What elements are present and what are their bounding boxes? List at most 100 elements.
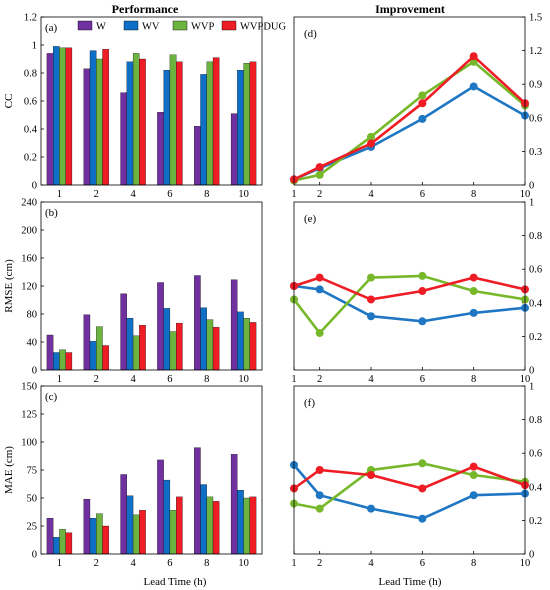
y-tick-label: 80 (27, 310, 38, 321)
legend: W WV WVP WVPDUG (77, 20, 286, 33)
point-wvp-2 (315, 170, 324, 179)
bar-w-10 (230, 454, 238, 555)
x-tick-label: 6 (167, 374, 172, 385)
bar-wvpdug-8 (212, 501, 220, 555)
x-tick-label: 1 (57, 558, 62, 569)
y-tick-label: 240 (21, 198, 37, 209)
point-wv-4 (367, 312, 375, 321)
x-tick-label: 2 (94, 374, 99, 385)
bar-wvpdug-10 (249, 496, 257, 555)
bar-w-6 (157, 112, 164, 186)
bar-w-2 (83, 498, 91, 555)
x-tick-label: 4 (368, 189, 374, 200)
bar-w-4 (120, 92, 127, 186)
bar-wv-8 (200, 74, 207, 186)
bar-wvp-6 (169, 331, 177, 371)
point-wvpdug-4 (367, 139, 375, 148)
bar-wv-1 (53, 537, 60, 555)
performance-title: Performance (112, 2, 179, 16)
y-tick-label: 1.2 (24, 13, 37, 24)
series-line-wvpdug (293, 276, 526, 301)
y-tick-label: 1.2 (529, 46, 542, 57)
x-tick-label: 2 (317, 558, 322, 569)
y-tick-label: 0 (529, 181, 534, 192)
point-wvpdug-2 (315, 273, 324, 282)
y-tick-label: 0 (529, 550, 534, 561)
bar-wv-10 (237, 311, 244, 371)
y-tick-label: 0 (32, 366, 37, 377)
panel-b: 0 40 80 120 160 200 240 1 2 4 6 8 10 RMSE (cm) (b) (3, 198, 257, 385)
y-tick-label: 1 (32, 41, 37, 52)
x-tick-label: 1 (291, 558, 296, 569)
y-tick-label: 40 (27, 338, 38, 349)
point-wvpdug-2 (315, 163, 324, 172)
bar-wvp-4 (132, 335, 140, 371)
x-axis-label-left: Lead Time (h) (144, 576, 207, 588)
bar-wvp-10 (243, 318, 250, 371)
series-line-wv (293, 464, 526, 521)
y-tick-label: 0.3 (529, 147, 542, 158)
point-wvp-2 (315, 329, 324, 338)
legend-swatch-w (77, 20, 93, 31)
y-tick-label: 0 (32, 181, 37, 192)
series-line-wvpdug (293, 465, 526, 490)
legend-label-wvp: WVP (191, 22, 214, 33)
bar-wv-1 (53, 352, 60, 371)
y-tick-label: 0.4 (529, 482, 543, 493)
bar-wvp-6 (169, 54, 177, 186)
panel-label-a: (a) (45, 22, 58, 34)
point-wvpdug-4 (367, 471, 375, 480)
bar-wvpdug-2 (102, 49, 109, 186)
bar-wvpdug-2 (102, 345, 109, 371)
x-tick-label: 6 (420, 189, 425, 200)
point-wvpdug-8 (469, 273, 478, 282)
point-wvpdug-6 (418, 99, 427, 108)
bar-wvpdug-10 (249, 322, 257, 371)
bar-wvpdug-8 (212, 57, 220, 186)
bar-wv-2 (89, 341, 97, 371)
point-wv-4 (367, 504, 375, 513)
y-tick-label: 0.4 (24, 125, 38, 136)
panel-label-e: (e) (304, 213, 317, 225)
point-wvpdug-2 (315, 466, 324, 474)
y-tick-label: 25 (27, 522, 38, 533)
bar-wv-6 (163, 308, 171, 371)
x-tick-label: 2 (317, 374, 322, 385)
bar-wvp-1 (59, 349, 66, 371)
legend-swatch-wv (123, 20, 139, 31)
x-tick-label: 10 (520, 189, 531, 200)
panel-f: 0 0.2 0.4 0.6 0.8 1 1 2 4 6 8 10 (f) (290, 382, 543, 569)
point-wvpdug-6 (418, 287, 427, 296)
y-axis-label-b: RMSE (cm) (3, 259, 15, 313)
x-tick-label: 2 (317, 189, 322, 200)
bar-wvp-6 (169, 510, 177, 555)
x-tick-label: 1 (291, 374, 296, 385)
bar-wvpdug-4 (139, 58, 146, 186)
panel-label-b: (b) (45, 207, 58, 219)
y-tick-label: 50 (27, 494, 38, 505)
bar-wvp-4 (132, 53, 140, 186)
bar-wvpdug-2 (102, 525, 109, 555)
y-tick-label: 150 (21, 382, 37, 393)
bar-w-8 (194, 447, 201, 555)
bar-wvpdug-4 (139, 510, 146, 555)
bar-wvp-10 (243, 63, 250, 186)
x-tick-label: 1 (291, 189, 296, 200)
y-tick-label: 120 (21, 282, 37, 293)
y-tick-label: 0.8 (529, 415, 542, 426)
y-tick-label: 200 (21, 226, 37, 237)
point-wvp-2 (315, 504, 324, 513)
bar-wvp-1 (59, 529, 66, 555)
x-tick-label: 6 (420, 558, 425, 569)
x-tick-label: 6 (167, 558, 172, 569)
bar-wvp-8 (206, 61, 214, 186)
legend-label-w: W (96, 22, 106, 33)
point-wv-8 (469, 82, 478, 91)
bar-wvp-2 (96, 513, 103, 555)
y-tick-label: 0.2 (24, 153, 37, 164)
y-axis-label-a: CC (3, 94, 15, 109)
y-tick-label: 0.6 (24, 97, 37, 108)
bar-wvp-8 (206, 319, 214, 371)
y-tick-label: 0.2 (529, 332, 542, 343)
